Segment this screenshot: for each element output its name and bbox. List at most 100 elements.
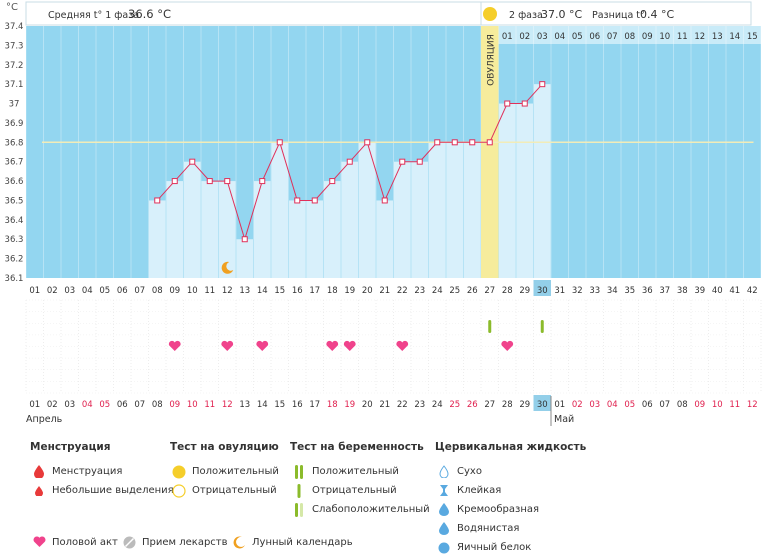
chart-header: Средняя t° 1 фаза 36.6 °C 2 фаза 37.0 °C…	[25, 1, 752, 26]
phase2-day-label: 14	[729, 32, 740, 42]
calendar-date-label: 26	[467, 400, 478, 410]
temperature-point	[346, 158, 353, 165]
cycle-day-label: 31	[554, 286, 565, 296]
temperature-bar	[236, 239, 253, 278]
cycle-day-label: 21	[379, 286, 390, 296]
calendar-date-label: 28	[502, 400, 513, 410]
calendar-date-label: 08	[677, 400, 688, 410]
temperature-point	[504, 100, 511, 107]
egg-white-icon	[435, 542, 453, 554]
temperature-bar	[429, 142, 446, 278]
temperature-point	[469, 139, 476, 146]
legend-item-label: Водянистая	[457, 523, 520, 534]
calendar-date-label: 01	[554, 400, 565, 410]
cycle-day-label: 02	[47, 286, 58, 296]
legend-item: Отрицательный	[290, 481, 430, 500]
cycle-day-label: 11	[204, 286, 215, 296]
small-drop-icon	[30, 485, 48, 496]
calendar-date-label: 23	[414, 400, 425, 410]
cycle-day-label: 07	[134, 286, 145, 296]
legend-item-label: Яичный белок	[457, 542, 532, 553]
phase2-day-label: 01	[502, 32, 513, 42]
legend-item: Отрицательный	[170, 481, 279, 500]
temperature-point	[416, 158, 423, 165]
temperature-bar	[534, 84, 551, 279]
legend-item-label: Клейкая	[457, 485, 502, 496]
cycle-day-label: 20	[362, 286, 373, 296]
moon-icon	[221, 261, 234, 274]
legend-medication: Прием лекарств	[120, 536, 228, 549]
calendar-date-label: 14	[257, 400, 268, 410]
legend-menstruation: Менструация Менструация Небольшие выделе…	[30, 441, 174, 500]
month-label: Апрель	[26, 414, 63, 425]
temperature-bar	[201, 181, 218, 278]
moon-icon	[230, 536, 248, 549]
legend-title: Менструация	[30, 441, 111, 453]
y-tick-label: 36.4	[5, 216, 24, 226]
temperature-bar	[254, 181, 271, 278]
drop-icon	[30, 465, 48, 478]
cycle-day-label: 39	[694, 286, 705, 296]
calendar-date-label: 07	[659, 400, 670, 410]
legend-title: Цервикальная жидкость	[435, 441, 587, 453]
cycle-day-label: 01	[29, 286, 40, 296]
cycle-day-label: 42	[747, 286, 758, 296]
cycle-day-label: 08	[152, 286, 163, 296]
calendar-date-label: 12	[747, 400, 758, 410]
temperature-point	[224, 178, 231, 185]
calendar-date-label: 17	[309, 400, 320, 410]
phase2-day-label: 09	[642, 32, 653, 42]
phase2-day-label: 11	[677, 32, 688, 42]
cycle-day-label: 09	[169, 286, 180, 296]
cycle-day-label: 25	[449, 286, 460, 296]
legend-item-label: Положительный	[312, 466, 399, 477]
calendar-date-label: 27	[484, 400, 495, 410]
y-tick-label: 36.2	[5, 255, 24, 265]
month-label: Май	[554, 414, 574, 425]
temperature-point	[311, 197, 318, 204]
dry-drop-icon	[435, 465, 453, 478]
ovulation-test-bar	[488, 320, 492, 333]
cycle-day-label: 34	[607, 286, 618, 296]
legend-pregnancy-test: Тест на беременность Положительный Отриц…	[290, 441, 430, 519]
legend-intercourse: Половой акт	[30, 536, 118, 548]
current-day-highlight	[533, 280, 551, 296]
cycle-day-label: 24	[432, 286, 443, 296]
phase2-day-label: 02	[519, 32, 530, 42]
legend-item: Слабоположительный	[290, 500, 430, 519]
cycle-day-label: 16	[292, 286, 303, 296]
phase2-value: 37.0 °C	[541, 8, 582, 21]
legend-item: Клейкая	[435, 481, 586, 500]
legend-item: Сухо	[435, 462, 586, 481]
cycle-day-label: 36	[642, 286, 653, 296]
legend-item: Водянистая	[435, 519, 586, 538]
calendar-date-label: 07	[134, 400, 145, 410]
y-tick-label: 36.7	[5, 158, 24, 168]
y-tick-label: 36.5	[5, 196, 24, 206]
legend-item: Положительный	[170, 462, 279, 481]
phase2-day-label: 06	[589, 32, 600, 42]
ovulation-sun-icon	[483, 7, 497, 21]
ovulation-test-bar	[540, 320, 544, 333]
temperature-point	[276, 139, 283, 146]
sun-outline-icon	[170, 483, 188, 498]
calendar-date-label: 03	[64, 400, 75, 410]
cycle-day-label: 29	[519, 286, 530, 296]
unit-label: °C	[6, 2, 18, 13]
heart-icon	[396, 340, 409, 351]
legend-item-label: Положительный	[192, 466, 279, 477]
calendar-date-label: 03	[589, 400, 600, 410]
heart-icon	[168, 340, 181, 351]
temperature-point	[259, 178, 266, 185]
temperature-point	[189, 158, 196, 165]
calendar-date-label: 09	[694, 400, 705, 410]
cycle-day-label: 27	[484, 286, 495, 296]
calendar-date-label: 04	[82, 400, 93, 410]
calendar-date-label: 11	[729, 400, 740, 410]
y-tick-label: 36.9	[5, 119, 24, 129]
temperature-bar	[184, 161, 201, 278]
calendar-date-label: 25	[449, 400, 460, 410]
cycle-day-label: 04	[82, 286, 93, 296]
calendar-date-label: 15	[274, 400, 285, 410]
cycle-day-label: 28	[502, 286, 513, 296]
